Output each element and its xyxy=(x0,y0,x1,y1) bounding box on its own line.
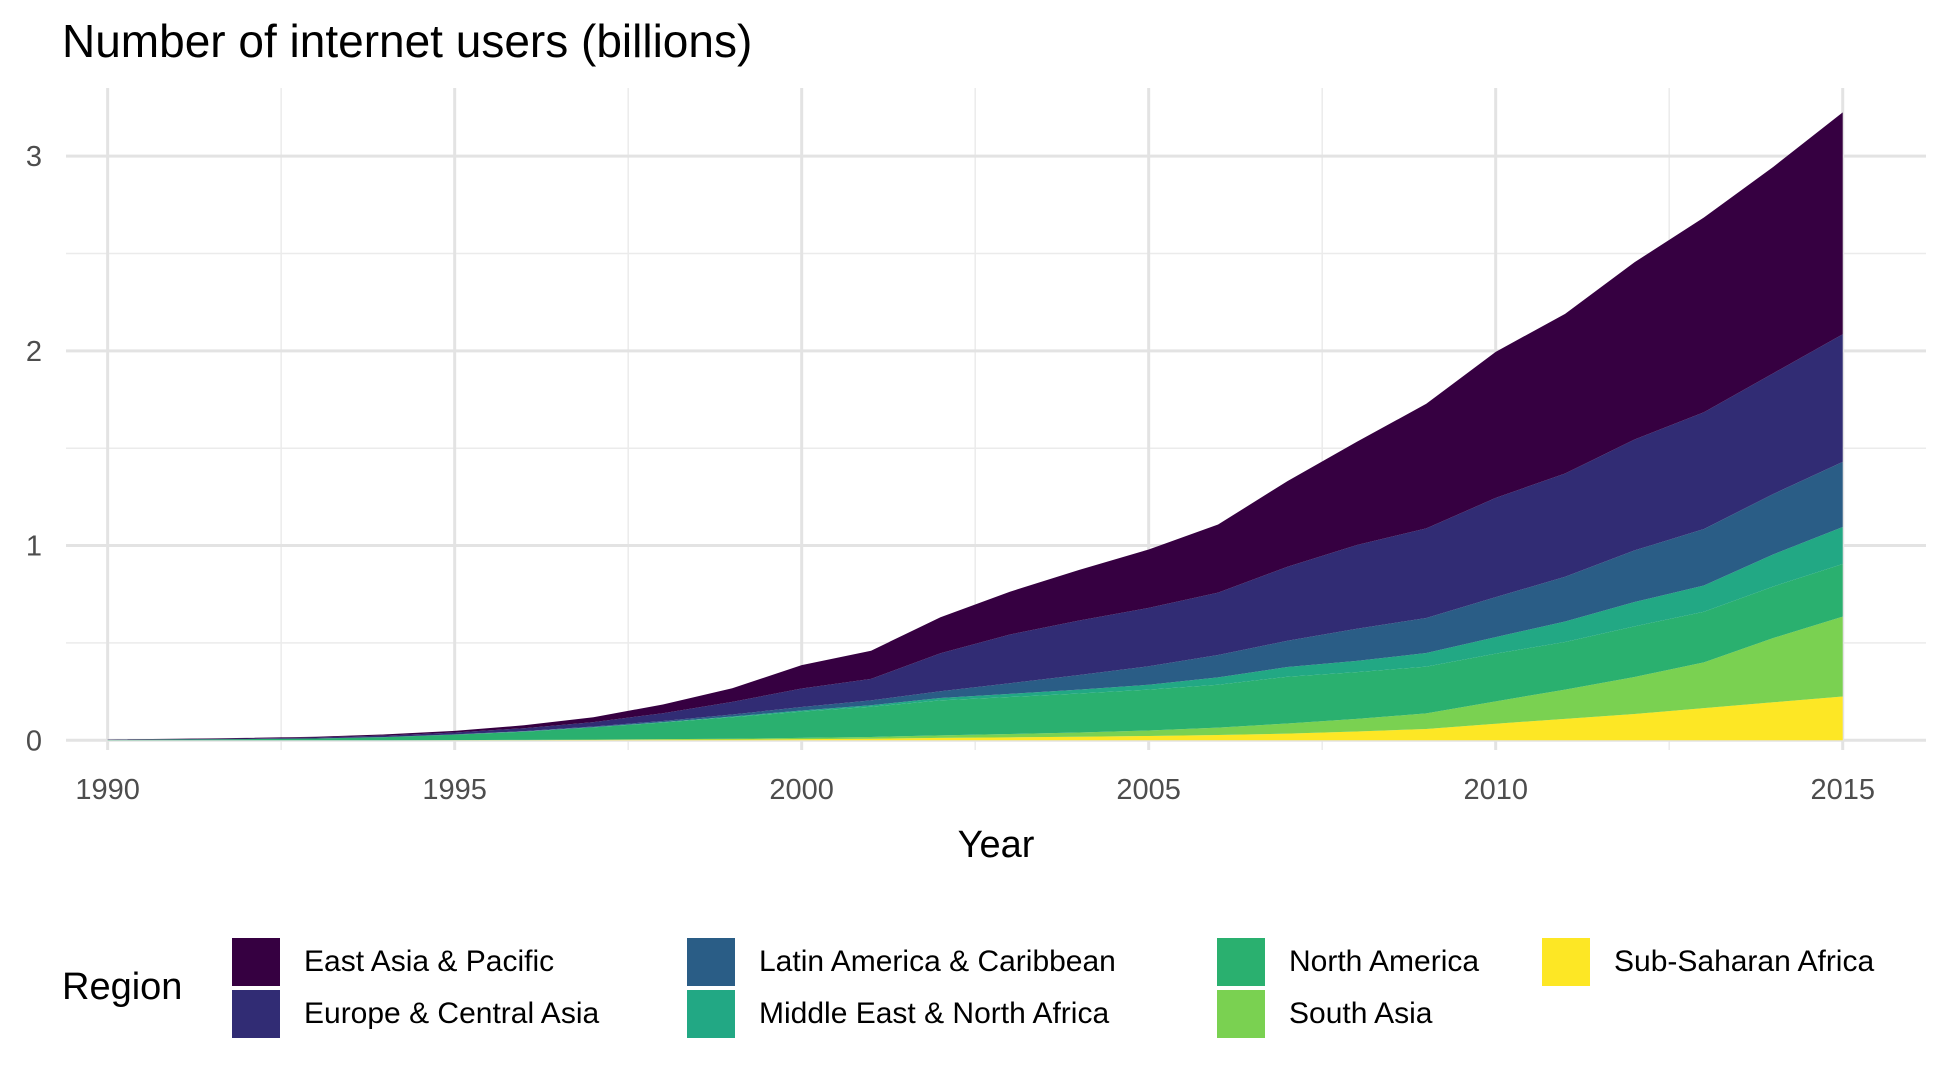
y-tick-label: 2 xyxy=(26,336,42,368)
stacked-areas xyxy=(107,112,1843,741)
x-tick-label: 2015 xyxy=(1810,774,1875,806)
legend-key-swatch xyxy=(687,990,735,1038)
legend-item: Latin America & Caribbean xyxy=(687,938,1116,986)
legend-key-swatch xyxy=(687,938,735,986)
area-europe-central-asia xyxy=(107,334,1843,740)
legend-item: Europe & Central Asia xyxy=(232,990,599,1038)
legend-key-swatch xyxy=(1217,990,1265,1038)
legend-item: South Asia xyxy=(1217,990,1432,1038)
legend-label: East Asia & Pacific xyxy=(304,945,555,978)
x-tick-label: 2000 xyxy=(769,774,834,806)
tick-labels: 1990 1995 2000 2005 2010 2015 0 1 2 3 xyxy=(26,141,1875,806)
area-east-asia-pacific xyxy=(107,112,1843,740)
y-tick-label: 0 xyxy=(26,725,42,757)
legend-label: Sub-Saharan Africa xyxy=(1614,945,1875,978)
legend-item: Sub-Saharan Africa xyxy=(1542,938,1874,986)
legend-item: Middle East & North Africa xyxy=(687,990,1109,1038)
legend-label: Latin America & Caribbean xyxy=(759,945,1116,978)
legend-label: South Asia xyxy=(1289,997,1433,1030)
legend-label: Europe & Central Asia xyxy=(304,997,600,1030)
chart-plot-area: 1990 1995 2000 2005 2010 2015 0 1 2 3 Year xyxy=(26,88,1926,866)
chart-title: Number of internet users (billions) xyxy=(62,15,753,67)
x-tick-label: 2010 xyxy=(1463,774,1528,806)
y-tick-label: 1 xyxy=(26,531,42,563)
legend-key-swatch xyxy=(232,938,280,986)
y-tick-label: 3 xyxy=(26,141,42,173)
x-tick-label: 2005 xyxy=(1116,774,1181,806)
legend-title: Region xyxy=(62,966,183,1008)
legend: Region East Asia & Pacific Europe & Centr… xyxy=(62,930,1932,1050)
area-middle-east-north-africa xyxy=(107,527,1843,740)
x-tick-label: 1990 xyxy=(75,774,140,806)
legend-item: East Asia & Pacific xyxy=(232,938,554,986)
legend-item: North America xyxy=(1217,938,1479,986)
legend-key-swatch xyxy=(1217,938,1265,986)
x-axis-title: Year xyxy=(958,824,1035,866)
legend-label: Middle East & North Africa xyxy=(759,997,1110,1030)
legend-key-swatch xyxy=(1542,938,1590,986)
legend-label: North America xyxy=(1289,945,1480,978)
legend-key-swatch xyxy=(232,990,280,1038)
area-north-america xyxy=(107,564,1843,741)
area-sub-saharan-africa xyxy=(107,696,1843,741)
x-tick-label: 1995 xyxy=(422,774,487,806)
area-latin-america-caribbean xyxy=(107,461,1843,740)
grid-lines xyxy=(66,88,1926,750)
